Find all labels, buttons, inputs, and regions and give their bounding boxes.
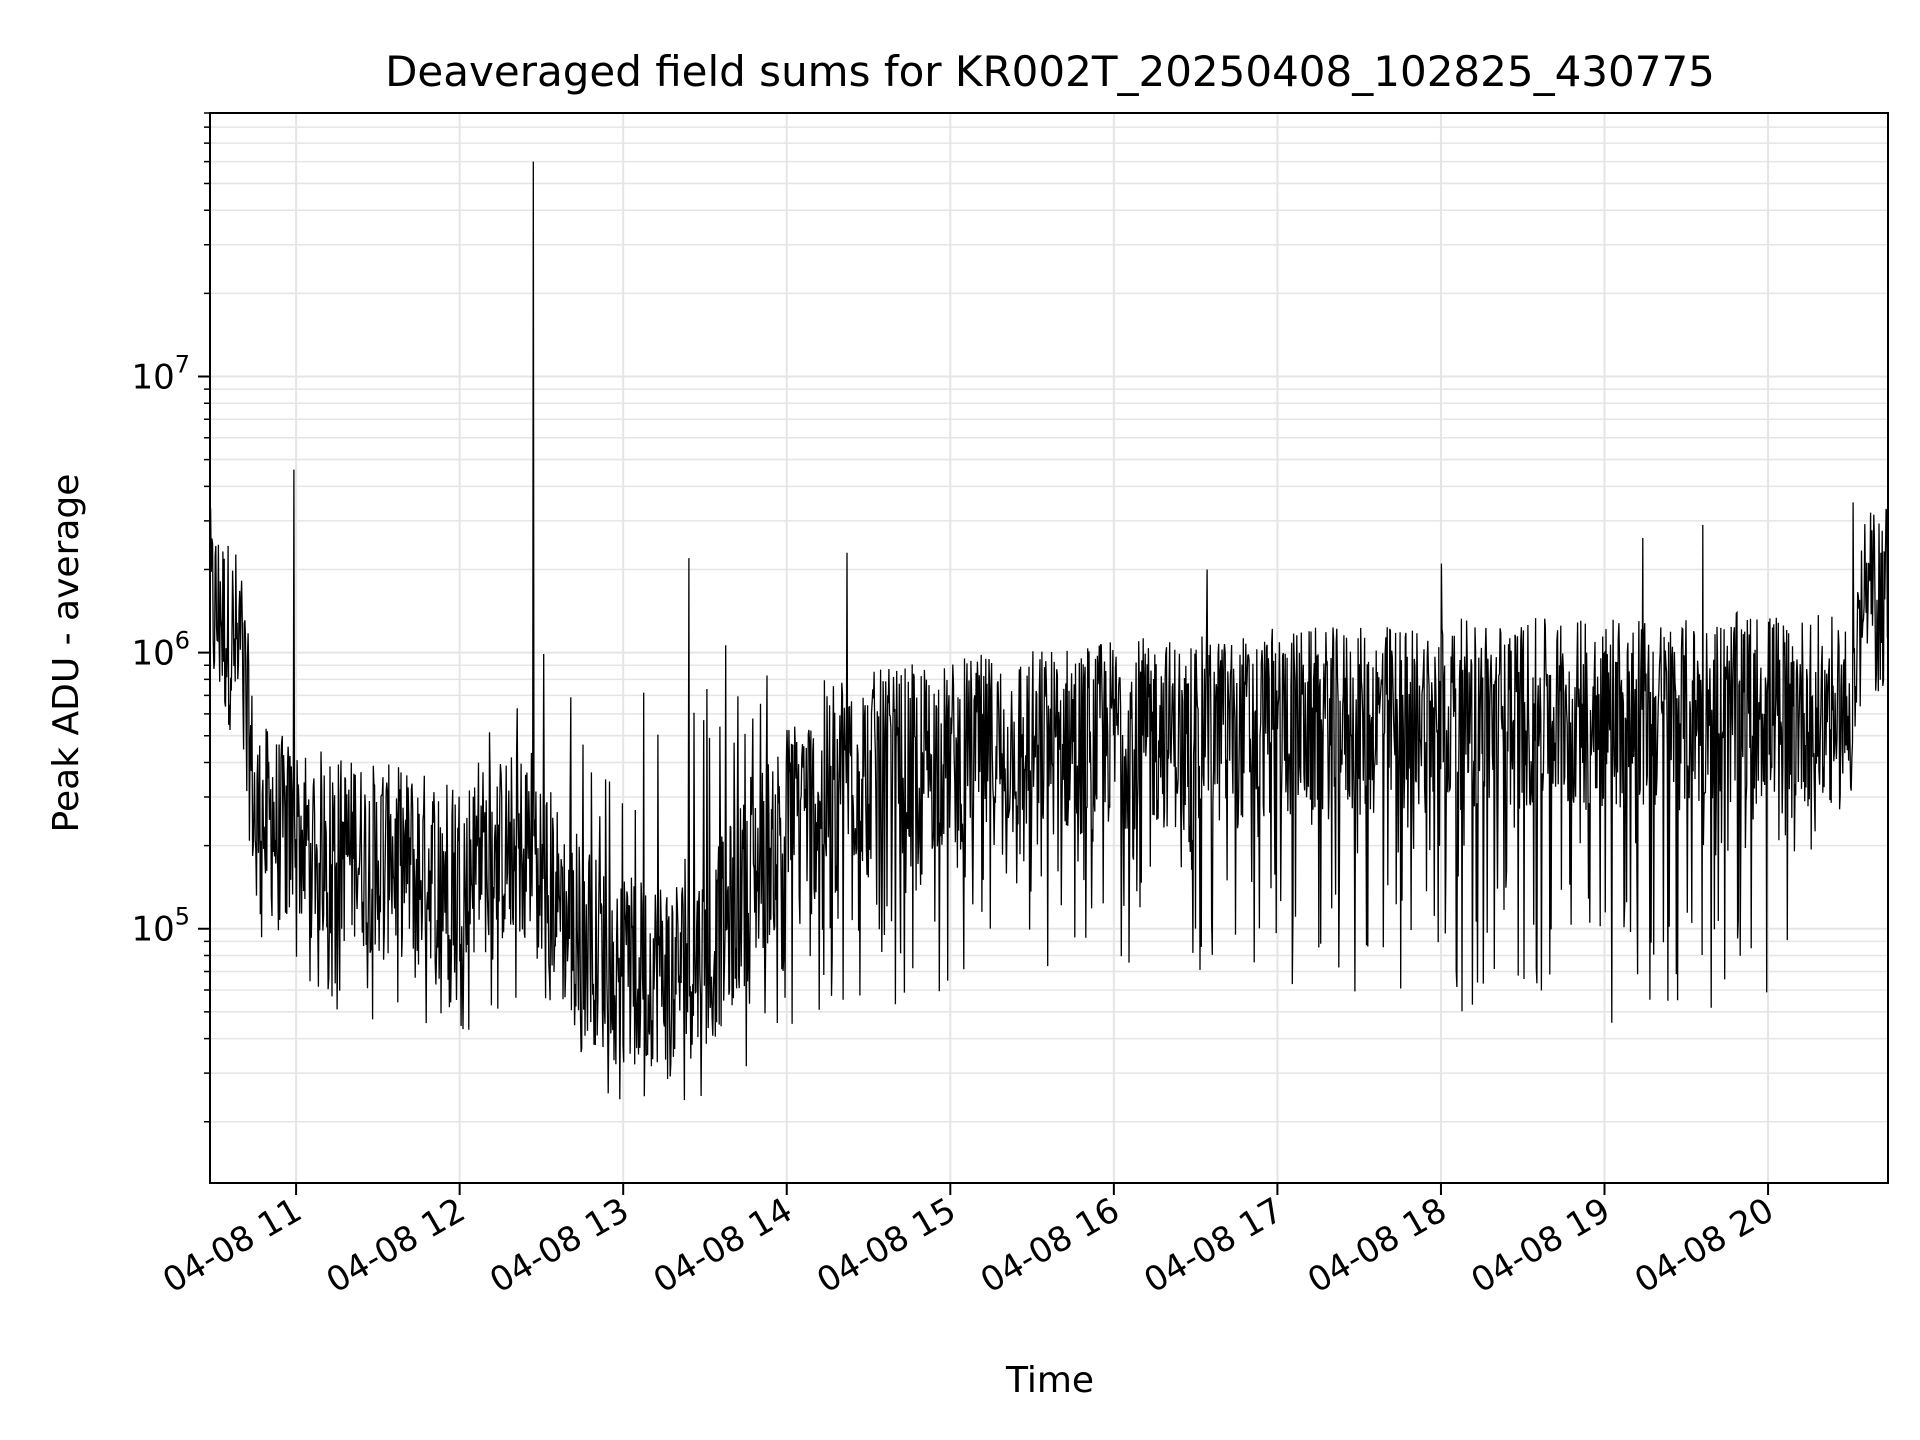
x-tick-label: 04-08 13 [483,1190,635,1301]
plot-frame [209,112,1889,1184]
x-tick-label: 04-08 15 [810,1190,962,1301]
series-line [209,161,1889,1101]
x-tick-label: 04-08 20 [1628,1190,1780,1301]
x-tick-label: 04-08 16 [974,1190,1126,1301]
y-tick-label: 106 [131,627,190,674]
x-tick-label: 04-08 12 [320,1190,472,1301]
series-path [209,161,1889,1101]
y-tick-label: 105 [131,903,190,950]
y-axis-label: Peak ADU - average [46,474,87,833]
y-tick-label: 107 [131,350,190,397]
x-tick-label: 04-08 18 [1301,1190,1453,1301]
x-tick-label: 04-08 17 [1138,1190,1290,1301]
chart-title: Deaveraged field sums for KR002T_2025040… [385,47,1715,96]
x-tick-label: 04-08 11 [156,1190,308,1301]
x-tick-label: 04-08 19 [1465,1190,1617,1301]
x-tick-label: 04-08 14 [647,1190,799,1301]
x-axis-label: Time [1005,1360,1094,1401]
